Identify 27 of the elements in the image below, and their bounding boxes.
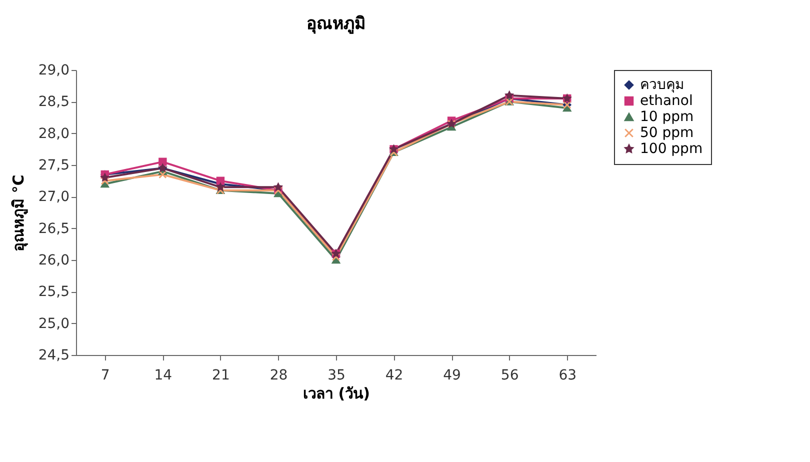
y-axis-title: อุณหภูมิ °C <box>9 174 28 252</box>
x-tick-label: 56 <box>500 368 519 384</box>
legend-label: 10 ppm <box>640 109 694 125</box>
x-tick-label: 7 <box>100 368 110 384</box>
y-tick-label: 25,0 <box>38 316 70 332</box>
x-axis-title: เวลา (วัน) <box>303 384 370 402</box>
x-tick-label: 42 <box>385 368 404 384</box>
y-tick-label: 29,0 <box>38 62 70 78</box>
y-tick-label: 26,5 <box>38 220 70 237</box>
legend-label: ควบคุม <box>640 77 684 93</box>
x-tick-label: 21 <box>212 368 230 384</box>
legend-label: 100 ppm <box>640 141 703 157</box>
x-tick-label: 49 <box>443 368 461 384</box>
y-tick-label: 28,5 <box>38 94 70 110</box>
legend-label: ethanol <box>640 93 693 109</box>
y-tick-label: 28,0 <box>38 126 70 142</box>
y-tick-label: 27,0 <box>38 189 70 206</box>
x-tick-label: 14 <box>154 368 172 384</box>
x-tick-label: 35 <box>328 368 346 384</box>
x-tick-label: 28 <box>270 368 288 384</box>
y-tick-label: 26,0 <box>38 252 70 268</box>
y-tick-label: 25,5 <box>38 284 70 300</box>
y-tick-label: 24,5 <box>38 348 70 364</box>
legend-label: 50 ppm <box>640 125 694 141</box>
x-tick-label: 63 <box>558 368 577 384</box>
chart-title: อุณหภูมิ <box>306 14 366 35</box>
y-tick-label: 27,5 <box>38 158 70 174</box>
